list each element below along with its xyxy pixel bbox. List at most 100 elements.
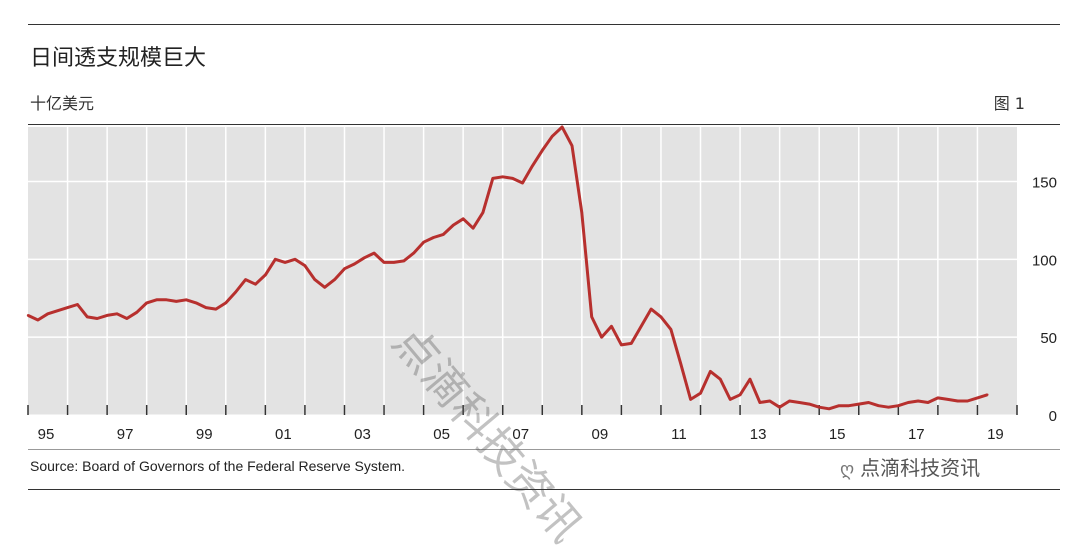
data-point [264,273,267,277]
data-point [283,261,287,264]
data-point [372,251,376,255]
data-point [926,401,930,404]
data-point [491,177,495,180]
data-point [758,401,762,404]
x-tick-label: 95 [38,426,55,443]
data-point [936,396,940,400]
data-point [471,226,475,230]
x-tick-label: 07 [512,426,529,443]
line-chart: 95 97 99 01 03 05 07 09 11 13 15 17 19 0 50 100 150 [26,125,1057,443]
bottom-rule [28,489,1060,490]
data-point [768,399,771,403]
x-tick-label: 19 [987,426,1004,443]
data-point [857,402,860,406]
y-tick-label: 0 [1049,408,1057,425]
top-rule [28,24,1060,25]
header-rule [28,124,1060,125]
data-point [56,309,59,312]
data-point [165,298,168,301]
data-point [155,298,158,301]
data-point [560,125,564,129]
data-point [115,312,119,316]
y-tick-label: 150 [1032,174,1057,191]
data-point [36,318,40,322]
x-tick-label: 13 [750,426,767,443]
data-point [392,261,396,264]
data-point [481,211,485,214]
data-point [353,262,356,266]
x-axis-ticks [27,405,1018,415]
data-point [204,306,208,309]
x-axis-labels: 95 97 99 01 03 05 07 09 11 13 15 17 19 [38,426,1004,443]
data-point [343,267,346,270]
data-point [659,315,663,319]
data-point [818,406,821,409]
data-point [86,315,89,319]
data-point [976,396,979,400]
unit-label: 十亿美元 [30,94,95,113]
data-point [837,404,841,407]
data-point [382,261,386,264]
watermark-brand-text: 点滴科技资讯 [860,456,981,480]
data-point [452,223,455,227]
data-point [422,241,425,244]
data-point [501,175,504,179]
data-point [175,300,178,303]
data-point [600,335,603,339]
data-point [788,399,791,403]
data-point [570,144,574,147]
data-point [719,377,722,381]
x-tick-label: 17 [908,426,925,443]
x-tick-label: 11 [671,426,687,443]
data-point [748,377,752,381]
data-point [728,398,732,401]
data-point [105,314,109,317]
data-point [244,278,247,281]
data-point [442,233,445,236]
data-point [580,211,584,214]
data-point [46,312,49,316]
wechat-icon: ღ [840,459,855,480]
data-point [738,393,742,396]
data-point [224,301,227,305]
data-point [887,406,890,409]
data-point [897,404,900,407]
data-point [808,402,811,406]
data-point [689,398,692,401]
data-point [649,307,653,311]
data-point [461,217,465,221]
data-point [610,325,613,328]
y-tick-label: 50 [1040,330,1057,347]
data-point [590,315,593,319]
y-tick-label: 100 [1032,252,1057,269]
data-point [125,317,129,320]
data-point [363,256,366,259]
data-point [827,407,831,410]
data-point [867,401,870,404]
x-tick-label: 97 [117,426,134,443]
data-point [956,399,959,403]
data-point [254,283,257,286]
data-point [303,264,307,267]
x-tick-label: 99 [196,426,213,443]
x-tick-label: 05 [433,426,450,443]
data-point [185,298,188,301]
data-point [630,342,633,345]
data-point [511,177,514,180]
data-point [194,301,198,305]
vertical-gridlines [66,127,979,415]
data-point [679,362,682,365]
chart-title: 日间透支规模巨大 [30,46,207,71]
data-point [274,258,277,261]
footer-rule-top [28,449,1060,450]
data-point [412,251,415,255]
data-point [639,325,643,328]
data-point [907,401,910,404]
data-points [26,125,989,410]
data-point [521,181,524,185]
data-point [26,314,30,317]
data-point [214,307,218,311]
data-point [96,317,99,320]
data-point [966,399,969,403]
data-point [620,343,623,347]
